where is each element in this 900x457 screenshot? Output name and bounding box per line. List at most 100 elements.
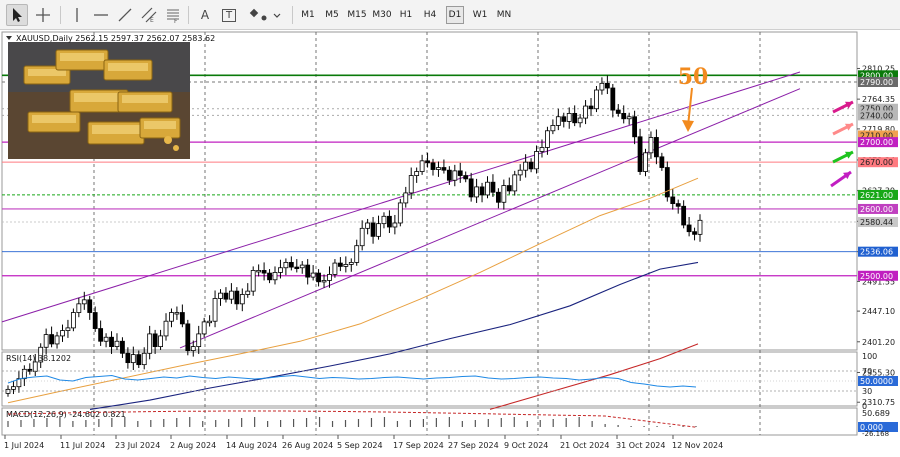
price-axis-label: 2447.10 bbox=[862, 307, 895, 316]
chart-area[interactable]: 50 XAUUSD,Daily 2562.15 2597.37 2562.07 2… bbox=[0, 30, 900, 457]
annotation-arrow-shaft bbox=[687, 87, 693, 127]
candle-body bbox=[316, 272, 321, 283]
candle-body bbox=[637, 136, 643, 172]
candle-body bbox=[272, 272, 278, 281]
rsi-value-box-label: 50.0000 bbox=[860, 377, 893, 386]
time-axis-label: 9 Oct 2024 bbox=[504, 441, 548, 450]
gold-bar-highlight bbox=[144, 121, 176, 129]
rsi-value-box bbox=[858, 376, 898, 386]
shapes-tool-button[interactable] bbox=[244, 4, 284, 26]
horizontal-line-icon bbox=[94, 14, 108, 16]
price-level-box bbox=[858, 270, 898, 281]
price-level-box bbox=[858, 130, 898, 141]
timeframe-h1-button[interactable]: H1 bbox=[399, 10, 413, 20]
candle-body bbox=[11, 386, 16, 390]
candle-body bbox=[250, 270, 256, 292]
candle-body bbox=[659, 156, 665, 168]
candle-body bbox=[163, 320, 169, 337]
price-level-box-label: 2621.00 bbox=[860, 191, 893, 200]
cursor-arrow-icon bbox=[13, 8, 22, 22]
candle-body bbox=[387, 215, 392, 228]
label-tool-button[interactable]: T bbox=[218, 4, 240, 26]
candle-body bbox=[141, 352, 147, 366]
price-axis-label: 2310.75 bbox=[862, 398, 895, 407]
candle-body bbox=[610, 87, 616, 111]
candle-body bbox=[523, 161, 529, 171]
candle-body bbox=[76, 303, 82, 313]
timeframe-w1-button[interactable]: W1 bbox=[472, 10, 488, 20]
pointer-tool-button[interactable] bbox=[6, 4, 28, 26]
text-label-icon: T bbox=[221, 8, 237, 22]
trendline-tool-button[interactable] bbox=[114, 4, 136, 26]
candle-body bbox=[446, 169, 452, 181]
gold-bar-highlight bbox=[74, 93, 124, 102]
time-axis-label: 17 Sep 2024 bbox=[393, 441, 444, 450]
candle-body bbox=[169, 312, 174, 322]
candle-body bbox=[239, 294, 245, 305]
candle-body bbox=[245, 290, 251, 295]
candle-body bbox=[664, 167, 670, 198]
candle-body bbox=[207, 320, 213, 324]
gold-bar-highlight bbox=[108, 63, 148, 71]
candle-body bbox=[528, 161, 534, 170]
candle-body bbox=[343, 264, 349, 267]
price-level-box bbox=[858, 110, 898, 121]
ma100-line bbox=[89, 261, 699, 410]
macd-value-box-label: 0.000 bbox=[860, 423, 883, 432]
rsi-axis-label: 100 bbox=[862, 352, 877, 361]
candle-body bbox=[436, 167, 441, 170]
text-a-icon: A bbox=[200, 8, 210, 22]
timeframe-h4-button[interactable]: H4 bbox=[423, 10, 437, 20]
candle-body bbox=[594, 89, 599, 110]
candle-body bbox=[305, 264, 311, 278]
candle-body bbox=[588, 105, 594, 110]
candle-body bbox=[16, 378, 22, 388]
channel-tool-button[interactable]: E bbox=[138, 4, 160, 26]
candle-body bbox=[103, 336, 109, 342]
horizontal-line-tool-button[interactable] bbox=[90, 4, 112, 26]
price-level-box-label: 2536.06 bbox=[860, 248, 893, 257]
timeframe-m1-button[interactable]: M1 bbox=[301, 10, 315, 20]
price-level-box bbox=[858, 217, 898, 228]
timeframe-mn-button[interactable]: MN bbox=[496, 10, 512, 20]
arrow-green-2621-head bbox=[845, 151, 853, 159]
vertical-line-tool-button[interactable] bbox=[66, 4, 88, 26]
candle-body bbox=[468, 178, 474, 198]
svg-text:E: E bbox=[150, 17, 154, 23]
candle-body bbox=[359, 227, 365, 247]
candle-body bbox=[278, 267, 283, 273]
candle-body bbox=[179, 312, 185, 325]
candle-body bbox=[98, 328, 104, 342]
macd-panel-header: MACD(12,26,9) -24.602 0.821 bbox=[6, 410, 126, 419]
candle-body bbox=[534, 151, 539, 170]
time-axis-label: 26 Aug 2024 bbox=[282, 441, 333, 450]
time-axis-label: 5 Sep 2024 bbox=[337, 441, 383, 450]
price-level-box-label: 2800.00 bbox=[860, 71, 893, 80]
candle-body bbox=[261, 270, 267, 274]
timeframe-m30-button[interactable]: M30 bbox=[372, 10, 392, 20]
candle-body bbox=[408, 175, 414, 194]
candle-body bbox=[425, 160, 430, 164]
timeframe-m5-button[interactable]: M5 bbox=[325, 10, 339, 20]
candle-body bbox=[299, 264, 305, 269]
text-tool-button[interactable]: A bbox=[194, 4, 216, 26]
candle-body bbox=[430, 162, 436, 170]
candle-body bbox=[376, 223, 381, 237]
fibonacci-tool-button[interactable]: F bbox=[162, 4, 184, 26]
candle-body bbox=[414, 171, 420, 176]
price-level-box-label: 2750.00 bbox=[860, 105, 893, 114]
crosshair-tool-button[interactable] bbox=[32, 4, 54, 26]
candle-body bbox=[267, 272, 272, 281]
timeframe-d1-button[interactable]: D1 bbox=[446, 6, 464, 24]
timeframe-m15-button[interactable]: M15 bbox=[347, 10, 367, 20]
candle-body bbox=[675, 203, 681, 207]
candle-body bbox=[697, 219, 703, 235]
candle-body bbox=[87, 299, 93, 313]
rsi-panel-header: RSI(14) 38.1202 bbox=[6, 354, 71, 363]
candle-body bbox=[354, 245, 360, 263]
candle-body bbox=[185, 323, 191, 352]
candle-body bbox=[174, 312, 180, 315]
gold-bar-highlight bbox=[122, 95, 168, 103]
price-level-box bbox=[858, 137, 898, 148]
candle-body bbox=[234, 290, 240, 305]
